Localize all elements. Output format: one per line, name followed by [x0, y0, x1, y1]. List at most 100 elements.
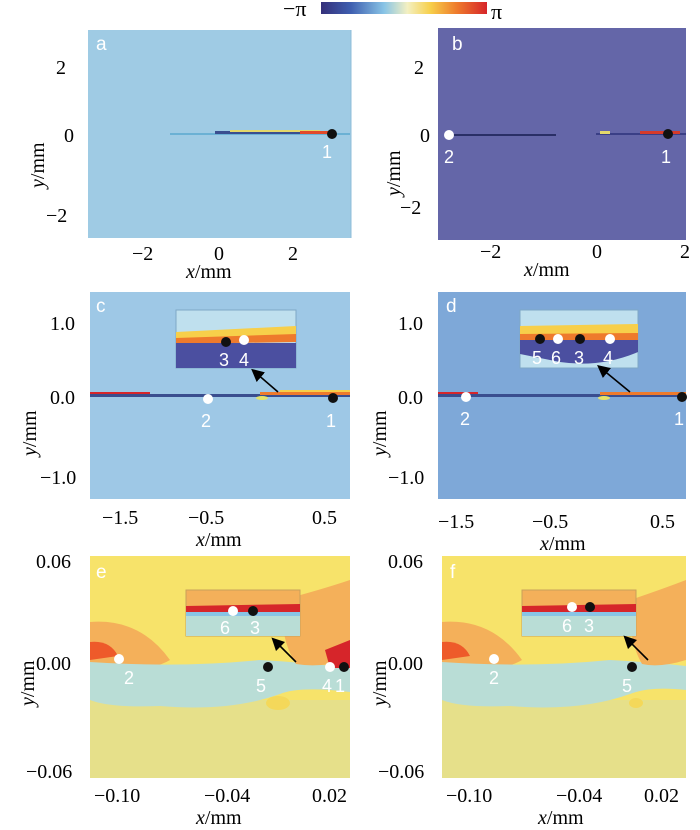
panel-b-point-1	[663, 129, 673, 139]
colorbar-min-label: −π	[283, 0, 307, 21]
panel-e-xtick: −0.04	[204, 785, 250, 807]
panel-a-xtick: 0	[214, 243, 224, 265]
panel-e-point-4-label: 4	[322, 676, 332, 696]
panel-b-ytick: 2	[414, 57, 424, 79]
panel-e-point-5-label: 5	[256, 676, 266, 696]
panel-b-x-ticks: −2 0 2	[480, 241, 690, 263]
panel-d-ytick: 1.0	[398, 313, 423, 335]
panel-e-xtick: −0.10	[94, 785, 140, 807]
panel-c-point-2-label: 2	[201, 411, 211, 431]
panel-f-ylabel: y/mm	[369, 660, 391, 708]
panel-a-xtick: 2	[288, 243, 298, 265]
colorbar-gradient	[321, 2, 487, 14]
panel-e-point-2	[114, 654, 124, 664]
panel-f-label: f	[450, 562, 456, 583]
panel-e-x-ticks: −0.10 −0.04 0.02	[94, 785, 347, 807]
panel-c-label: c	[96, 296, 106, 317]
panel-d-label: d	[446, 296, 457, 317]
panel-f-inset-point-6	[567, 602, 577, 612]
panel-e-ytick: 0.00	[36, 653, 71, 675]
panel-d-ytick: 0.0	[398, 387, 423, 409]
panel-f-ytick: 0.00	[388, 653, 423, 675]
panel-d-inset-point-3	[575, 334, 585, 344]
panel-a-ytick: −2	[46, 205, 67, 227]
panel-b-xtick: 0	[592, 241, 602, 263]
panel-a-ylabel: y/mm	[27, 142, 49, 190]
panel-c: 3 4 c 2 1 1.0 0.0 −1.0 −1.5 −0.5 0.5 x/m…	[19, 292, 350, 551]
panel-a-xtick: −2	[132, 243, 153, 265]
panel-b-xtick: −2	[480, 241, 501, 263]
panel-e-inset-point-6-label: 6	[220, 618, 230, 638]
panel-a-label: a	[96, 34, 107, 55]
panel-d-inset-point-5-label: 5	[532, 348, 542, 368]
panel-c-ytick: −1.0	[40, 467, 76, 489]
panel-f-xtick: −0.04	[556, 785, 602, 807]
panel-b-label: b	[452, 34, 463, 55]
panel-a-x-ticks: −2 0 2	[132, 243, 298, 265]
panel-a-ytick: 0	[64, 125, 74, 147]
panel-f-inset: 6 3	[521, 589, 637, 637]
panel-f-point-2	[489, 654, 499, 664]
panel-c-xtick: −1.5	[102, 507, 138, 529]
panel-b-ytick: 0	[420, 125, 430, 147]
panel-e-point-5	[263, 662, 273, 672]
panel-a-xlabel: x/mm	[185, 261, 232, 283]
panel-f-xlabel: x/mm	[537, 807, 584, 829]
panel-c-ytick: 0.0	[50, 387, 75, 409]
panel-b: b 2 1 2 0 −2 −2 0 2 x/mm y/mm	[383, 28, 690, 281]
panel-f-y-ticks: 0.06 0.00 −0.06	[378, 551, 424, 783]
panel-b-y-ticks: 2 0 −2	[400, 57, 430, 219]
panel-c-xlabel: x/mm	[195, 529, 242, 551]
panel-b-filament	[448, 131, 686, 136]
panel-c-ylabel: y/mm	[19, 410, 41, 458]
panel-d-inset-point-6-label: 6	[551, 348, 561, 368]
panel-d-inset-point-4	[605, 334, 615, 344]
panel-c-xtick: −0.5	[188, 507, 224, 529]
panel-d-inset: 5 6 3 4	[519, 309, 639, 369]
panel-b-point-2-label: 2	[444, 147, 454, 167]
panel-f-inset-point-3	[585, 602, 595, 612]
panel-d-inset-point-4-label: 4	[603, 348, 613, 368]
panel-b-xlabel: x/mm	[523, 259, 570, 281]
panel-d-inset-point-3-label: 3	[574, 348, 584, 368]
panel-e-y-ticks: 0.06 0.00 −0.06	[26, 551, 72, 783]
panel-d-xtick: 0.5	[650, 511, 675, 533]
panel-d-xtick: −1.5	[438, 511, 474, 533]
panel-c-x-ticks: −1.5 −0.5 0.5	[102, 507, 337, 529]
panel-c-inset-point-4	[239, 335, 249, 345]
panel-f-inset-arrow	[623, 635, 649, 661]
panel-b-point-1-label: 1	[661, 147, 671, 167]
panel-e-xtick: 0.02	[312, 785, 347, 807]
colorbar-max-label: π	[491, 0, 502, 24]
panel-f: 6 3 f 2 5 0.06 0.00 −0.06 −0.10 −0.04 0.…	[369, 551, 686, 829]
panel-c-point-2	[203, 394, 213, 404]
panel-c-xtick: 0.5	[312, 507, 337, 529]
panel-b-point-2	[444, 130, 454, 140]
panel-d-x-ticks: −1.5 −0.5 0.5	[438, 511, 675, 533]
panel-e-inset: 6 3	[185, 589, 301, 638]
panel-f-ytick: 0.06	[388, 551, 423, 573]
panel-d-inset-point-6	[553, 334, 563, 344]
panel-c-inset: 3 4	[175, 309, 297, 370]
panel-e-inset-point-6	[228, 606, 238, 616]
panel-c-inset-point-3	[221, 337, 231, 347]
panel-d: 5 6 3 4 d 2 1 1.0 0.0 −1.0 −1.5 −0.5 0.5…	[369, 292, 687, 555]
panel-c-y-ticks: 1.0 0.0 −1.0	[40, 313, 76, 489]
panel-d-inset-point-5	[535, 334, 545, 344]
panel-b-xtick: 2	[680, 241, 690, 263]
panel-e-inset-point-3	[248, 606, 258, 616]
panel-d-xtick: −0.5	[532, 511, 568, 533]
panel-d-xlabel: x/mm	[539, 533, 586, 555]
panel-f-x-ticks: −0.10 −0.04 0.02	[446, 785, 679, 807]
panel-a-y-ticks: 2 0 −2	[46, 57, 74, 227]
panel-b-ytick: −2	[400, 197, 421, 219]
panel-f-point-2-label: 2	[489, 668, 499, 688]
panel-f-xtick: 0.02	[644, 785, 679, 807]
panel-d-y-ticks: 1.0 0.0 −1.0	[388, 313, 424, 489]
panel-c-ytick: 1.0	[50, 313, 75, 335]
panel-f-xtick: −0.10	[446, 785, 492, 807]
panel-b-ylabel: y/mm	[383, 150, 405, 198]
panel-a-ytick: 2	[56, 57, 66, 79]
panel-f-point-5-label: 5	[622, 676, 632, 696]
